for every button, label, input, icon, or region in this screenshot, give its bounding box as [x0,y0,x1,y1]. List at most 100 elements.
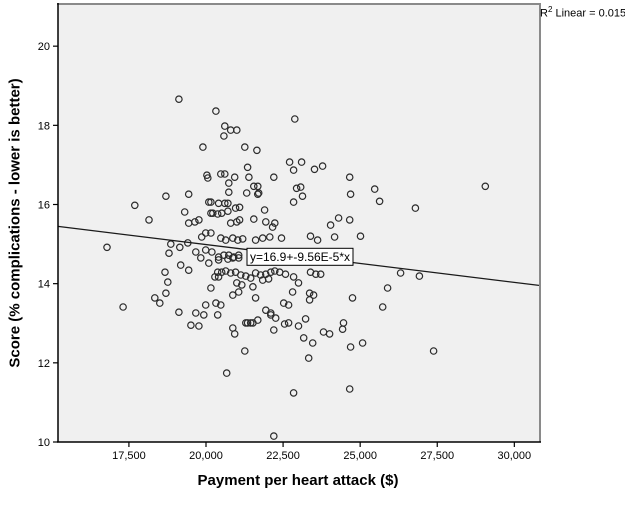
scatter-point [221,236,230,244]
scatter-point [429,347,438,355]
scatter-point [243,163,252,172]
scatter-point [229,234,237,242]
scatter-point [195,322,203,330]
scatter-point [164,278,172,286]
scatter-point [281,270,290,279]
scatter-point [250,215,258,223]
scatter-point [234,288,243,296]
scatter-point [266,268,275,277]
scatter-point [346,190,355,199]
scatter-point [222,369,231,377]
scatter-point [306,232,315,241]
scatter-point [356,232,365,241]
y-tick-label: 12 [38,358,50,370]
x-tick-label: 17,500 [112,450,146,462]
scatter-point [131,201,139,210]
scatter-point [221,170,229,178]
y-axis-title: Score (% complications - lower is better… [6,78,24,368]
scatter-point [269,173,278,182]
scatter-point [237,271,245,279]
scatter-point [176,243,184,252]
scatter-point [296,183,305,191]
scatter-point [298,192,307,201]
x-tick-label: 22,500 [266,450,300,462]
y-tick-label: 20 [38,41,50,53]
x-axis-title: Payment per heart attack ($) [197,472,399,489]
scatter-point [249,319,257,327]
scatter-point [184,190,193,199]
scatter-point [176,261,185,269]
scatter-point [217,234,225,242]
scatter-point [370,185,379,193]
scatter-point [292,184,301,193]
scatter-point [233,279,241,287]
scatter-point [325,330,334,338]
scatter-point [224,199,232,208]
scatter-point [165,249,173,258]
scatter-point [211,273,219,281]
scatter-point [212,107,220,115]
scatter-point [270,219,279,227]
scatter-point [241,347,249,355]
scatter-point [290,115,299,123]
scatter-point [145,216,153,224]
scatter-point [348,294,357,302]
scatter-point [225,188,233,197]
scatter-point [119,303,127,311]
scatter-point [294,322,303,330]
scatter-point [284,301,293,309]
scatter-point [162,192,170,201]
scatter-point [217,301,225,309]
scatter-point [261,218,270,226]
scatter-point [346,343,355,351]
x-tick-label: 25,000 [343,450,377,462]
scatter-point [481,182,490,191]
scatter-point [334,214,343,222]
scatter-point [207,198,215,206]
scatter-point [192,309,200,317]
scatter-point [284,319,293,327]
scatter-point [214,256,223,264]
scatter-point [156,299,164,307]
scatter-point [304,354,313,362]
scatter-point [261,306,270,315]
scatter-point [197,233,206,241]
scatter-point [217,170,225,178]
scatter-point [338,325,347,334]
scatter-point [175,308,183,317]
scatter-point [209,209,217,218]
scatter-point [238,235,247,243]
scatter-point [242,189,251,197]
scatter-point [289,273,298,281]
scatter-point [297,158,306,166]
x-tick-label: 20,000 [189,450,223,462]
scatter-point [238,281,246,289]
scatter-point [251,294,260,302]
scatter-point [269,326,278,334]
scatter-point [289,166,298,174]
scatter-point [175,95,183,104]
scatter-point [221,267,230,275]
scatter-point [184,219,193,227]
scatter-point [233,218,241,226]
scatter-point [251,236,260,244]
scatter-point [345,385,354,393]
scatter-point [289,198,298,206]
scatter-point [280,320,289,328]
scatter-point [207,284,215,292]
scatter-point [249,282,257,291]
scatter-point [279,299,288,307]
scatter-point [245,173,253,182]
scatter-point [383,284,392,292]
scatter-point [326,221,335,229]
scatter-point [205,259,213,267]
scatter-point [313,236,322,244]
scatter-point [233,126,241,134]
y-tick-label: 18 [38,120,50,132]
r2-base: R [540,7,548,20]
scatter-point [308,339,317,347]
scatter-point [288,288,297,296]
scatter-point [180,208,189,216]
scatter-point [207,229,215,237]
